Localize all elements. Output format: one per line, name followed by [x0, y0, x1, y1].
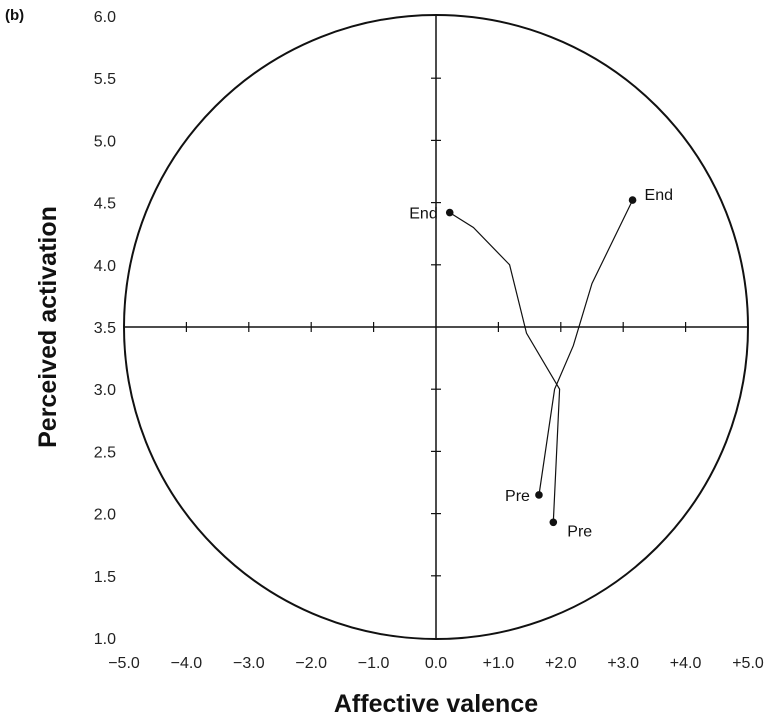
x-tick-label: +2.0 [545, 655, 577, 672]
y-tick-label: 2.0 [94, 507, 116, 524]
axis-ticks [185, 77, 687, 577]
end-label: End [409, 206, 437, 223]
panel-label: (b) [5, 7, 24, 24]
y-tick-label: 5.0 [94, 133, 116, 150]
y-tick-label: 1.0 [94, 631, 116, 648]
y-tick-label: 6.0 [94, 9, 116, 26]
x-axis-title: Affective valence [334, 690, 538, 718]
x-tick-label: −1.0 [358, 655, 390, 672]
pre-point [549, 518, 558, 527]
x-tick-label: +1.0 [483, 655, 515, 672]
x-tick-label: −2.0 [295, 655, 327, 672]
x-tick-label: +5.0 [732, 655, 764, 672]
y-tick-label: 3.0 [94, 382, 116, 399]
y-tick-label: 5.5 [94, 71, 116, 88]
y-tick-label: 3.5 [94, 320, 116, 337]
series-line-1 [538, 199, 634, 495]
y-tick-label: 1.5 [94, 569, 116, 586]
pre-label: Pre [567, 523, 592, 540]
series-group: Pre End Pre End [409, 187, 673, 540]
y-tick-label: 4.0 [94, 258, 116, 275]
tick-labels: −5.0 −4.0 −3.0 −2.0 −1.0 0.0 +1.0 +2.0 +3.0 +4.0 +… [94, 9, 764, 672]
x-tick-label: −4.0 [171, 655, 203, 672]
y-tick-label: 4.5 [94, 196, 116, 213]
x-tick-label: −3.0 [233, 655, 265, 672]
y-axis-title: Perceived activation [34, 206, 62, 448]
x-tick-label: −5.0 [108, 655, 140, 672]
pre-label: Pre [505, 488, 530, 505]
series-line-2 [449, 212, 561, 523]
end-point [628, 196, 637, 204]
end-label: End [645, 187, 673, 204]
x-tick-label: 0.0 [425, 655, 447, 672]
y-tick-label: 2.5 [94, 444, 116, 461]
end-point [445, 208, 454, 217]
pre-point [535, 491, 543, 499]
x-tick-label: +4.0 [670, 655, 702, 672]
x-tick-label: +3.0 [607, 655, 639, 672]
